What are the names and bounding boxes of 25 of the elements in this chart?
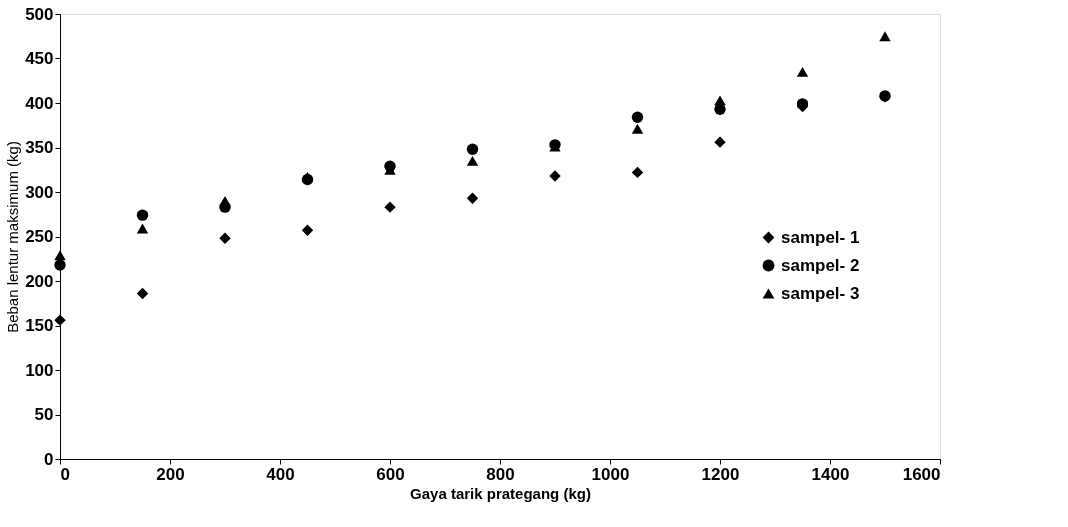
x-tick-label: 1600 bbox=[902, 464, 941, 484]
y-tick-label: 450 bbox=[25, 49, 54, 68]
x-tick-label: 1200 bbox=[701, 464, 740, 484]
x-tick-label: 800 bbox=[486, 464, 515, 484]
legend-label: sampel- 2 bbox=[781, 255, 860, 275]
y-tick-label: 350 bbox=[25, 138, 54, 157]
x-axis-title: Gaya tarik prategang (kg) bbox=[410, 484, 591, 502]
x-tick-label: 600 bbox=[376, 464, 405, 484]
y-tick-label: 100 bbox=[25, 360, 54, 380]
y-tick-label: 300 bbox=[25, 182, 54, 202]
y-tick-label: 200 bbox=[25, 271, 54, 291]
y-tick-label: 50 bbox=[34, 405, 54, 424]
x-tick-label: 1400 bbox=[811, 464, 850, 484]
legend-label: sampel- 1 bbox=[781, 227, 860, 247]
y-tick-label: 250 bbox=[25, 227, 54, 246]
x-tick-label: 400 bbox=[266, 464, 295, 484]
legend-label: sampel- 3 bbox=[781, 283, 860, 303]
y-axis-title: Beban lentur maksimum (kg) bbox=[4, 141, 22, 333]
y-tick-label: 0 bbox=[44, 449, 54, 469]
x-tick-label: 200 bbox=[156, 464, 185, 484]
x-tick-label: 1000 bbox=[591, 464, 630, 484]
y-tick-label: 400 bbox=[25, 93, 54, 113]
y-tick-label: 150 bbox=[25, 316, 54, 335]
x-tick-label: 0 bbox=[60, 464, 70, 484]
y-tick-label: 500 bbox=[25, 4, 54, 24]
